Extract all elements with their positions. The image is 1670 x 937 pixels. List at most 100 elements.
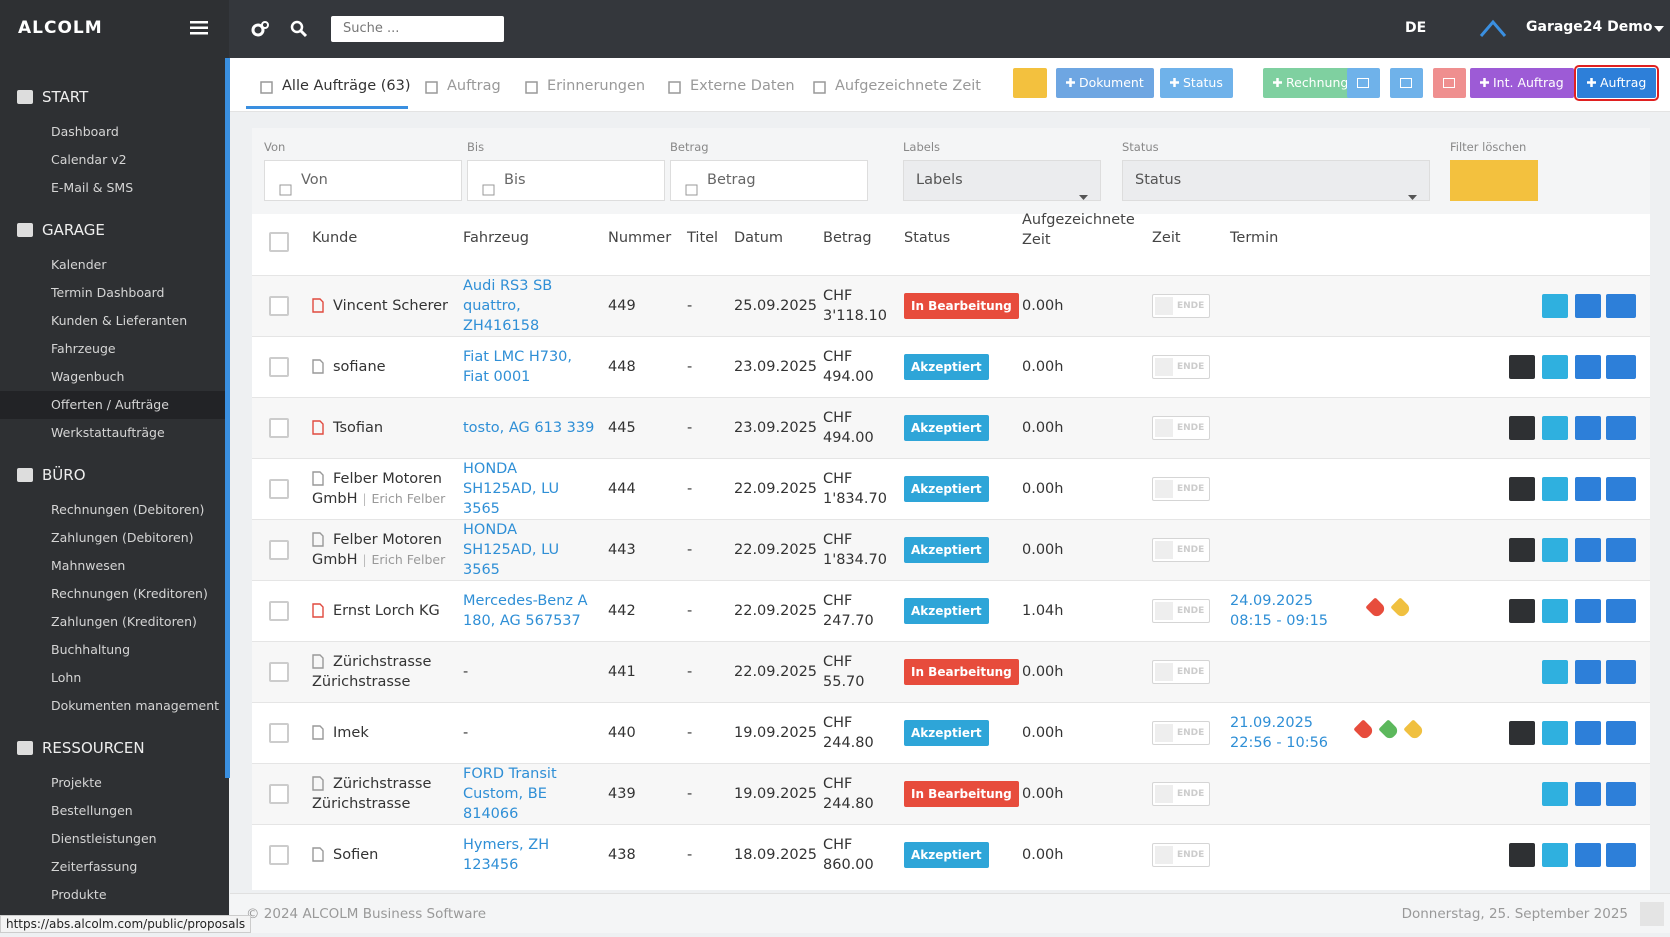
nav-item[interactable]: Zahlungen (Debitoren) xyxy=(51,530,194,545)
edit-button[interactable] xyxy=(1575,294,1601,318)
scroll-top[interactable] xyxy=(1640,902,1664,926)
checkbox[interactable] xyxy=(269,662,289,682)
nav-item[interactable]: Rechnungen (Kreditoren) xyxy=(51,586,208,601)
customer-name[interactable]: Zürichstrasse Zürichstrasse xyxy=(312,654,432,690)
menu-button[interactable] xyxy=(1606,660,1636,684)
search-icon[interactable] xyxy=(290,20,308,38)
checkbox[interactable] xyxy=(269,540,289,560)
menu-button[interactable] xyxy=(1606,538,1636,562)
checkbox[interactable] xyxy=(269,418,289,438)
nav-item[interactable]: Kalender xyxy=(51,257,107,272)
tab[interactable]: Externe Daten xyxy=(690,78,795,94)
sync-button[interactable] xyxy=(1509,538,1535,562)
action-button[interactable]: Status xyxy=(1160,68,1233,98)
checkbox[interactable] xyxy=(269,296,289,316)
user-name[interactable]: Garage24 Demo xyxy=(1526,19,1653,35)
menu-button[interactable] xyxy=(1606,416,1636,440)
edit-button[interactable] xyxy=(1575,782,1601,806)
nav-item[interactable]: Zeiterfassung xyxy=(51,859,138,874)
time-toggle[interactable]: ENDE xyxy=(1152,782,1210,806)
table-row[interactable]: Imek - 440 - 19.09.2025 CHF 244.80 Akzeptiert 0… xyxy=(252,702,1650,763)
menu-button[interactable] xyxy=(1606,477,1636,501)
appointment-date[interactable]: 21.09.2025 xyxy=(1230,715,1314,731)
customer-name[interactable]: Tsofian xyxy=(333,420,384,436)
pdf-button[interactable] xyxy=(1542,782,1568,806)
nav-item[interactable]: Dokumenten management xyxy=(51,698,220,713)
vehicle[interactable]: Hymers, ZH 123456 xyxy=(463,837,550,873)
sync-button[interactable] xyxy=(1509,721,1535,745)
vehicle[interactable]: tosto, AG 613 339 xyxy=(463,420,595,436)
appointment-time[interactable]: 08:15 - 09:15 xyxy=(1230,613,1329,629)
time-toggle[interactable]: ENDE xyxy=(1152,843,1210,867)
pdf-button[interactable] xyxy=(1542,355,1568,379)
checkbox[interactable] xyxy=(269,479,289,499)
table-row[interactable]: Sofien Hymers, ZH 123456 438 - 18.09.2025 CHF… xyxy=(252,824,1650,885)
menu-button[interactable] xyxy=(1606,599,1636,623)
pdf-button[interactable] xyxy=(1542,477,1568,501)
nav-item[interactable]: Termin Dashboard xyxy=(51,285,165,300)
checkbox[interactable] xyxy=(269,232,289,252)
nav-item[interactable]: Produkte xyxy=(51,887,107,902)
table-row[interactable]: Zürichstrasse Zürichstrasse FORD Transit … xyxy=(252,763,1650,824)
nav-item[interactable]: Lohn xyxy=(51,670,82,685)
nav-item[interactable]: Projekte xyxy=(51,775,102,790)
time-toggle[interactable]: ENDE xyxy=(1152,477,1210,501)
customer-name[interactable]: Felber Motoren GmbH xyxy=(312,471,442,507)
action-button[interactable]: Rechnung xyxy=(1263,68,1359,98)
pdf-button[interactable] xyxy=(1542,599,1568,623)
pdf-button[interactable] xyxy=(1542,721,1568,745)
nav-item[interactable]: Kunden & Lieferanten xyxy=(51,313,188,328)
sync-button[interactable] xyxy=(1509,355,1535,379)
settings-icon[interactable] xyxy=(251,20,269,38)
search-input[interactable]: Suche ... xyxy=(331,16,504,42)
sync-button[interactable] xyxy=(1509,416,1535,440)
pdf-button[interactable] xyxy=(1542,538,1568,562)
appointment-time[interactable]: 22:56 - 10:56 xyxy=(1230,735,1329,751)
customer-name[interactable]: Felber Motoren GmbH xyxy=(312,532,442,568)
action-button[interactable] xyxy=(1347,68,1380,98)
vehicle[interactable]: Mercedes-Benz A 180, AG 567537 xyxy=(463,593,588,629)
vehicle[interactable]: HONDA SH125AD, LU 3565 xyxy=(463,522,560,578)
edit-button[interactable] xyxy=(1575,355,1601,379)
vehicle[interactable]: Fiat LMC H730, Fiat 0001 xyxy=(463,349,573,385)
pdf-button[interactable] xyxy=(1542,843,1568,867)
checkbox[interactable] xyxy=(269,357,289,377)
nav-item[interactable]: Zahlungen (Kreditoren) xyxy=(51,614,197,629)
checkbox[interactable] xyxy=(269,723,289,743)
menu-button[interactable] xyxy=(1606,721,1636,745)
appointment-date[interactable]: 24.09.2025 xyxy=(1230,593,1314,609)
table-row[interactable]: Tsofian tosto, AG 613 339 445 - 23.09.2025 CH… xyxy=(252,397,1650,458)
table-row[interactable]: Ernst Lorch KG Mercedes-Benz A 180, AG 56… xyxy=(252,580,1650,641)
customer-name[interactable]: Sofien xyxy=(333,847,379,863)
customer-name[interactable]: Vincent Scherer xyxy=(333,298,449,314)
checkbox[interactable] xyxy=(269,601,289,621)
checkbox[interactable] xyxy=(269,784,289,804)
nav-item[interactable]: Wagenbuch xyxy=(51,369,125,384)
nav-item[interactable]: Werkstattaufträge xyxy=(51,425,165,440)
table-row[interactable]: Vincent Scherer Audi RS3 SB quattro, ZH41… xyxy=(252,275,1650,336)
action-button[interactable] xyxy=(1433,68,1466,98)
action-button[interactable]: Dokument xyxy=(1056,68,1154,98)
time-toggle[interactable]: ENDE xyxy=(1152,721,1210,745)
table-row[interactable]: Felber Motoren GmbH | Erich Felber HONDA SH… xyxy=(252,458,1650,519)
menu-button[interactable] xyxy=(1606,294,1636,318)
edit-button[interactable] xyxy=(1575,843,1601,867)
sync-button[interactable] xyxy=(1509,843,1535,867)
nav-item[interactable]: Dienstleistungen xyxy=(51,831,157,846)
vehicle[interactable]: FORD Transit Custom, BE 814066 xyxy=(463,766,557,822)
customer-name[interactable]: sofiane xyxy=(333,359,386,375)
table-row[interactable]: sofiane Fiat LMC H730, Fiat 0001 448 - 23.09… xyxy=(252,336,1650,397)
menu-button[interactable] xyxy=(1606,843,1636,867)
edit-button[interactable] xyxy=(1575,538,1601,562)
time-toggle[interactable]: ENDE xyxy=(1152,599,1210,623)
filter-input[interactable]: Status xyxy=(1122,160,1430,201)
filter-input[interactable]: Labels xyxy=(903,160,1101,201)
filter-input[interactable]: Betrag xyxy=(670,160,868,201)
nav-item[interactable]: Bestellungen xyxy=(51,803,133,818)
tab[interactable]: Alle Aufträge (63) xyxy=(282,78,411,94)
action-button[interactable]: Int. Auftrag xyxy=(1470,68,1574,98)
vehicle[interactable]: Audi RS3 SB quattro, ZH416158 xyxy=(463,278,553,334)
menu-button[interactable] xyxy=(1606,782,1636,806)
menu-icon[interactable] xyxy=(190,21,208,35)
nav-item[interactable]: Calendar v2 xyxy=(51,152,127,167)
